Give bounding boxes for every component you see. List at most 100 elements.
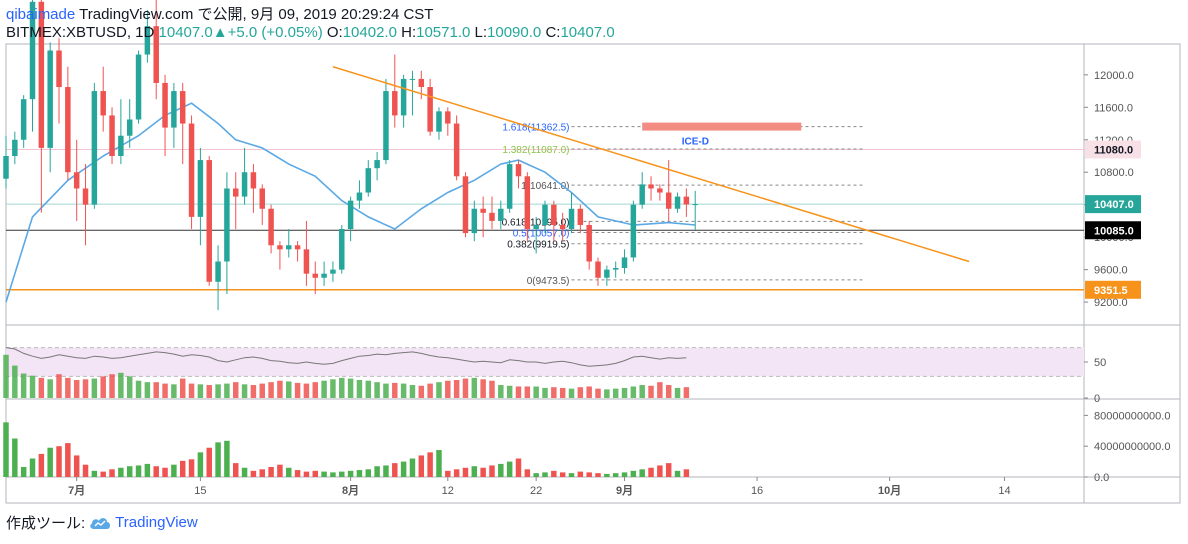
volume-bar — [365, 469, 372, 477]
volume-bar — [144, 463, 151, 477]
candle-body — [498, 208, 504, 221]
volume-tick-label: 0.0 — [1094, 472, 1109, 484]
candle-body — [82, 188, 89, 205]
time-tick-label: 14 — [998, 485, 1010, 497]
volume-bar — [621, 472, 628, 477]
volume-bar — [241, 467, 248, 477]
candle-body — [418, 78, 425, 88]
volume-bar — [648, 467, 654, 477]
volume-bar — [586, 472, 592, 477]
close-label: C: — [545, 24, 561, 41]
volume-bar — [515, 458, 522, 477]
publish-info: TradingView.com で公開, 9月 09, 2019 20:29:2… — [79, 6, 434, 23]
candle-body — [604, 269, 610, 278]
volume-bar — [612, 473, 619, 477]
oscillator-bar — [551, 387, 557, 398]
candle-body — [330, 269, 336, 274]
rsi-tick-label: 50 — [1094, 357, 1106, 369]
oscillator-bar — [374, 382, 380, 398]
ice-zone-label: ICE-D — [682, 137, 709, 148]
volume-bar — [162, 467, 168, 477]
volume-bar — [171, 464, 177, 477]
volume-bar — [524, 469, 531, 477]
oscillator-bar — [533, 386, 539, 398]
price-tag — [1085, 221, 1141, 240]
fib-level-label: 0.618(10195.0) — [502, 217, 570, 228]
oscillator-bar — [453, 380, 460, 398]
candle-body — [91, 91, 98, 205]
oscillator-bar — [462, 378, 469, 398]
chart-border — [5, 43, 1181, 504]
candle-body — [20, 99, 27, 140]
volume-bar — [453, 469, 460, 477]
price-tag — [1085, 280, 1141, 299]
volume-bar — [683, 469, 690, 477]
volume-bar — [3, 422, 9, 477]
oscillator-bar — [674, 387, 681, 398]
rsi-line — [5, 347, 687, 367]
volume-bar — [153, 466, 159, 477]
candle-body — [215, 261, 221, 282]
up-arrow-icon: ▲ — [212, 24, 228, 41]
tradingview-link[interactable]: TradingView — [89, 514, 198, 531]
oscillator-bar — [347, 378, 354, 398]
time-tick-label: 16 — [751, 485, 763, 497]
volume-bar — [339, 471, 345, 477]
candle-body — [674, 196, 681, 209]
oscillator-bar — [427, 383, 433, 398]
header-line-1: qibaimade TradingView.com で公開, 9月 09, 20… — [6, 6, 433, 24]
oscillator-bar — [356, 380, 363, 398]
oscillator-bar — [612, 388, 619, 398]
candle-body — [268, 208, 274, 246]
candle-body — [179, 91, 186, 124]
moving-average-line — [5, 102, 696, 303]
tradingview-cloud-icon — [90, 517, 111, 529]
volume-bar — [568, 473, 575, 477]
volume-bar — [604, 473, 610, 477]
high-label: H: — [401, 24, 417, 41]
price-tick-label: 12000.0 — [1094, 70, 1134, 82]
symbol-label: BITMEX:XBTUSD, 1D — [6, 24, 155, 41]
volume-bar — [462, 467, 469, 477]
oscillator-bar — [312, 382, 319, 398]
oscillator-bar — [489, 380, 495, 398]
candle-body — [347, 200, 354, 230]
price-tag — [1085, 140, 1141, 159]
volume-bar — [321, 471, 327, 477]
volume-bar — [383, 465, 389, 477]
candle-body — [392, 91, 398, 116]
oscillator-bar — [498, 385, 504, 398]
oscillator-bar — [630, 386, 637, 398]
candle-body — [568, 208, 575, 230]
volume-bar — [126, 466, 133, 477]
volume-bar — [330, 472, 336, 477]
oscillator-bar — [339, 377, 345, 398]
volume-bar — [47, 447, 53, 477]
oscillator-bar — [683, 387, 690, 398]
last-price: 10407.0 — [158, 24, 213, 41]
candle-body — [144, 26, 151, 55]
author-name[interactable]: qibaimade — [6, 6, 76, 23]
price-tag-label: 10407.0 — [1094, 199, 1134, 211]
volume-bar — [206, 447, 212, 477]
oscillator-bar — [383, 383, 389, 398]
oscillator-bar — [515, 386, 522, 398]
volume-bar — [303, 471, 310, 477]
candle-body — [224, 188, 230, 262]
price-change: +5.0 (+0.05%) — [227, 24, 323, 41]
volume-bar — [91, 470, 98, 477]
oscillator-bar — [259, 383, 265, 398]
oscillator-bar — [91, 378, 98, 398]
candle-body — [542, 204, 548, 225]
candle-body — [356, 192, 363, 201]
open-value: 10402.0 — [342, 24, 397, 41]
candle-body — [65, 87, 71, 173]
volume-bar — [224, 440, 230, 477]
candle-body — [286, 245, 292, 250]
fib-level-label: 1(10641.0) — [521, 181, 569, 192]
candle-body — [73, 172, 80, 189]
oscillator-bar — [82, 379, 89, 398]
oscillator-bar — [144, 382, 151, 398]
